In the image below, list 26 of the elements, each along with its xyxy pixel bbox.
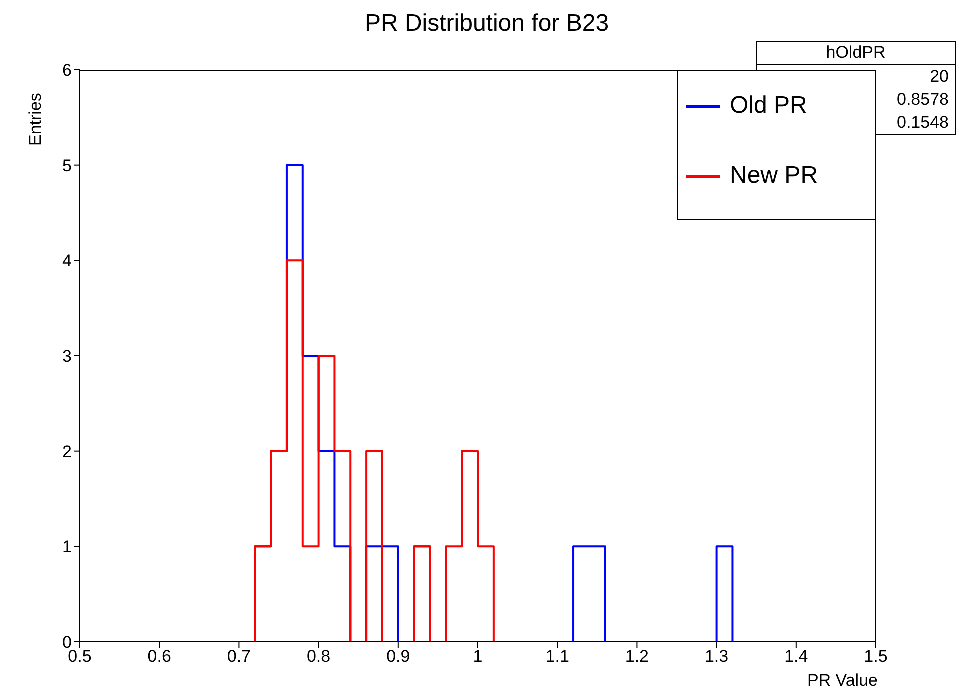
x-tick-label: 1.2 (625, 647, 650, 666)
chart-title: PR Distribution for B23 (364, 10, 610, 38)
x-axis-title: PR Value (807, 671, 878, 691)
x-tick-label: 0.6 (148, 647, 172, 666)
y-tick-label: 4 (62, 252, 72, 271)
text: hOldPR (757, 42, 955, 65)
x-tick-label: 0.5 (68, 647, 92, 666)
x-tick-label: 1.1 (546, 647, 570, 666)
x-tick-label: 0.8 (306, 647, 331, 666)
x-tick-label: 0.9 (386, 647, 410, 666)
x-tick-label: 1.4 (784, 647, 808, 666)
text: 0.1548 (897, 113, 949, 132)
x-tick-label: 0.7 (227, 647, 252, 666)
x-tick-label: 1.5 (864, 647, 888, 666)
y-tick-label: 6 (62, 61, 72, 80)
legend-label: New PR (730, 162, 818, 190)
legend-label: Old PR (730, 92, 808, 120)
y-tick-label: 1 (62, 538, 72, 557)
y-tick-label: 5 (62, 156, 72, 176)
y-axis-title: Entries (26, 93, 46, 146)
y-tick-label: 2 (62, 442, 72, 462)
text: 20 (929, 66, 950, 88)
x-tick-label: 1 (473, 647, 483, 666)
text: 0.8578 (897, 90, 949, 109)
x-tick-label: 1.3 (704, 647, 729, 666)
y-tick-label: 3 (62, 347, 72, 366)
